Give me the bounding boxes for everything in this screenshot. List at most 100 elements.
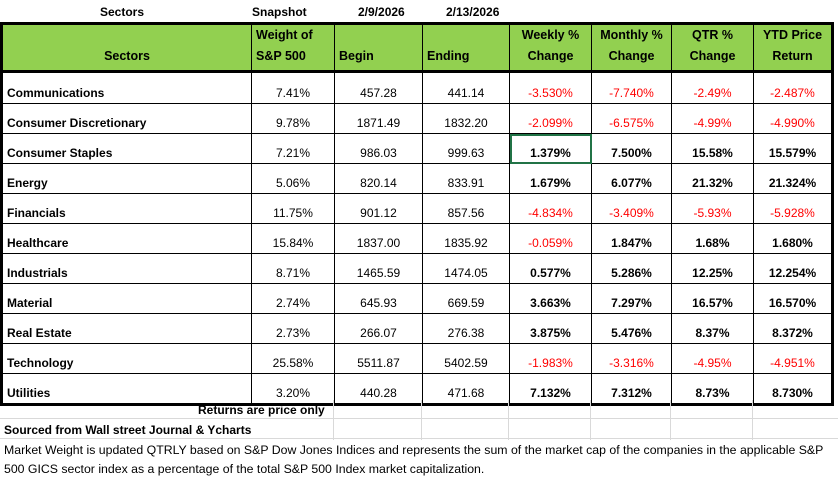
cell-ending[interactable]: 999.63 [422, 133, 510, 164]
cell-ytd[interactable]: -5.928% [753, 193, 833, 224]
cell-weight[interactable]: 11.75% [251, 193, 335, 224]
cell-weight[interactable]: 2.73% [251, 313, 335, 344]
cell-begin[interactable]: 1465.59 [334, 253, 423, 284]
cell-weight[interactable]: 2.74% [251, 283, 335, 314]
cell-ending[interactable]: 471.68 [422, 373, 510, 405]
header-sectors[interactable]: Sectors [1, 23, 252, 73]
cell-ending[interactable]: 669.59 [422, 283, 510, 314]
cell-sector[interactable]: Energy [1, 163, 252, 194]
cell-ending[interactable]: 1832.20 [422, 103, 510, 134]
cell-weekly[interactable]: 3.875% [509, 313, 592, 344]
cell-sector[interactable]: Financials [1, 193, 252, 224]
cell-qtr[interactable]: 16.57% [671, 283, 754, 314]
cell-ending[interactable]: 441.14 [422, 71, 510, 104]
cell-begin[interactable]: 986.03 [334, 133, 423, 164]
cell-qtr[interactable]: 8.37% [671, 313, 754, 344]
cell-ytd[interactable]: 8.372% [753, 313, 833, 344]
cell-begin[interactable]: 1871.49 [334, 103, 423, 134]
cell-sector[interactable]: Utilities [1, 373, 252, 405]
cell-begin[interactable]: 266.07 [334, 313, 423, 344]
cell-begin[interactable]: 457.28 [334, 71, 423, 104]
cell-sector[interactable]: Industrials [1, 253, 252, 284]
returns-note[interactable]: Returns are price only [198, 403, 325, 417]
source-note[interactable]: Sourced from Wall street Journal & Ychar… [4, 423, 252, 437]
cell-begin[interactable]: 440.28 [334, 373, 423, 405]
cell-weekly[interactable]: 3.663% [509, 283, 592, 314]
cell-weight[interactable]: 3.20% [251, 373, 335, 405]
header-qtr[interactable]: QTR % Change [671, 23, 754, 73]
cell-sector[interactable]: Healthcare [1, 223, 252, 254]
cell-weekly[interactable]: 1.379% [509, 133, 592, 164]
cell-ytd[interactable]: 15.579% [753, 133, 833, 164]
cell-ytd[interactable]: 12.254% [753, 253, 833, 284]
cell-monthly[interactable]: 5.476% [591, 313, 672, 344]
cell-monthly[interactable]: 1.847% [591, 223, 672, 254]
cell-sector[interactable]: Consumer Discretionary [1, 103, 252, 134]
cell-monthly[interactable]: 7.500% [591, 133, 672, 164]
cell-ytd[interactable]: -2.487% [753, 71, 833, 104]
cell-sector[interactable]: Technology [1, 343, 252, 374]
cell-ending[interactable]: 857.56 [422, 193, 510, 224]
cell-qtr[interactable]: -5.93% [671, 193, 754, 224]
cell-ending[interactable]: 1835.92 [422, 223, 510, 254]
cell-qtr[interactable]: 21.32% [671, 163, 754, 194]
cell-weekly[interactable]: 7.132% [509, 373, 592, 405]
cell-weekly[interactable]: -3.530% [509, 71, 592, 104]
cell-weekly[interactable]: -1.983% [509, 343, 592, 374]
header-monthly[interactable]: Monthly % Change [591, 23, 672, 73]
header-weight[interactable]: Weight of S&P 500 [251, 23, 335, 73]
cell-sector[interactable]: Real Estate [1, 313, 252, 344]
cell-ending[interactable]: 833.91 [422, 163, 510, 194]
cell-monthly[interactable]: -6.575% [591, 103, 672, 134]
title-sectors[interactable]: Sectors [100, 5, 145, 19]
end-date[interactable]: 2/13/2026 [446, 5, 500, 19]
cell-monthly[interactable]: -3.409% [591, 193, 672, 224]
cell-weight[interactable]: 15.84% [251, 223, 335, 254]
cell-qtr[interactable]: 8.73% [671, 373, 754, 405]
header-begin[interactable]: Begin [334, 23, 423, 73]
cell-ytd[interactable]: -4.990% [753, 103, 833, 134]
cell-begin[interactable]: 1837.00 [334, 223, 423, 254]
cell-ytd[interactable]: 1.680% [753, 223, 833, 254]
cell-qtr[interactable]: 15.58% [671, 133, 754, 164]
weight-note[interactable]: Market Weight is updated QTRLY based on … [4, 443, 824, 476]
cell-ytd[interactable]: 21.324% [753, 163, 833, 194]
cell-monthly[interactable]: 5.286% [591, 253, 672, 284]
cell-weekly[interactable]: 0.577% [509, 253, 592, 284]
cell-weight[interactable]: 5.06% [251, 163, 335, 194]
cell-begin[interactable]: 645.93 [334, 283, 423, 314]
cell-weight[interactable]: 9.78% [251, 103, 335, 134]
cell-weight[interactable]: 7.21% [251, 133, 335, 164]
cell-begin[interactable]: 5511.87 [334, 343, 423, 374]
cell-ytd[interactable]: 8.730% [753, 373, 833, 405]
cell-begin[interactable]: 901.12 [334, 193, 423, 224]
cell-monthly[interactable]: 7.297% [591, 283, 672, 314]
cell-monthly[interactable]: -7.740% [591, 71, 672, 104]
header-ytd[interactable]: YTD Price Return [753, 23, 833, 73]
cell-ending[interactable]: 276.38 [422, 313, 510, 344]
header-weekly[interactable]: Weekly % Change [509, 23, 592, 73]
cell-weekly[interactable]: -0.059% [509, 223, 592, 254]
cell-weekly[interactable]: 1.679% [509, 163, 592, 194]
cell-weight[interactable]: 25.58% [251, 343, 335, 374]
cell-ytd[interactable]: -4.951% [753, 343, 833, 374]
cell-ending[interactable]: 5402.59 [422, 343, 510, 374]
cell-weight[interactable]: 8.71% [251, 253, 335, 284]
title-snapshot[interactable]: Snapshot [252, 5, 307, 19]
cell-begin[interactable]: 820.14 [334, 163, 423, 194]
cell-ytd[interactable]: 16.570% [753, 283, 833, 314]
cell-sector[interactable]: Material [1, 283, 252, 314]
header-ending[interactable]: Ending [422, 23, 510, 73]
cell-monthly[interactable]: -3.316% [591, 343, 672, 374]
cell-monthly[interactable]: 7.312% [591, 373, 672, 405]
begin-date[interactable]: 2/9/2026 [358, 5, 405, 19]
cell-sector[interactable]: Communications [1, 71, 252, 104]
cell-qtr[interactable]: -4.99% [671, 103, 754, 134]
cell-qtr[interactable]: 1.68% [671, 223, 754, 254]
cell-weight[interactable]: 7.41% [251, 71, 335, 104]
cell-weekly[interactable]: -2.099% [509, 103, 592, 134]
cell-qtr[interactable]: -4.95% [671, 343, 754, 374]
cell-qtr[interactable]: 12.25% [671, 253, 754, 284]
cell-ending[interactable]: 1474.05 [422, 253, 510, 284]
cell-sector[interactable]: Consumer Staples [1, 133, 252, 164]
